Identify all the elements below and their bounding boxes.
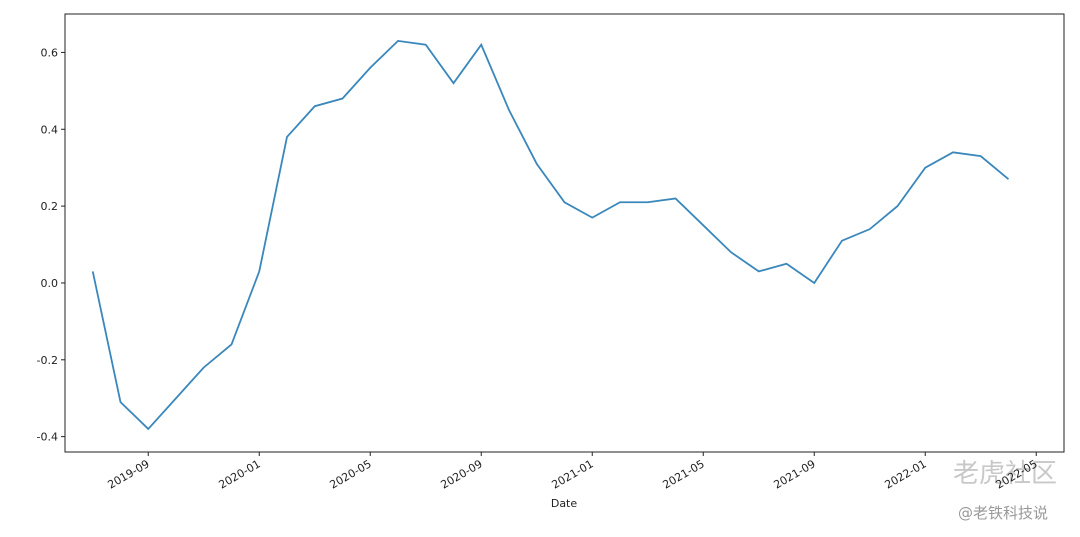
x-tick-label: 2019-09 <box>105 457 151 491</box>
y-tick-label: -0.4 <box>37 431 58 444</box>
y-tick-label: 0.0 <box>41 277 59 290</box>
y-tick-label: -0.2 <box>37 354 58 367</box>
x-tick-label: 2020-01 <box>216 457 262 491</box>
watermark: @老铁科技说 <box>958 504 1048 522</box>
x-tick-label: 2021-09 <box>771 457 817 491</box>
y-tick-label: 0.2 <box>41 200 59 213</box>
watermark: 老虎社区 <box>953 459 1057 489</box>
x-tick-label: 2022-01 <box>882 457 928 491</box>
x-tick-label: 2020-05 <box>327 457 373 491</box>
x-tick-label: 2020-09 <box>438 457 484 491</box>
plot-frame <box>64 13 1065 453</box>
x-tick-label: 2021-01 <box>549 457 595 491</box>
y-tick-label: 0.6 <box>41 46 59 59</box>
y-tick-label: 0.4 <box>41 123 59 136</box>
x-tick-label: 2021-05 <box>660 457 706 491</box>
line-series <box>91 39 1010 431</box>
x-axis-label: Date <box>551 497 578 510</box>
